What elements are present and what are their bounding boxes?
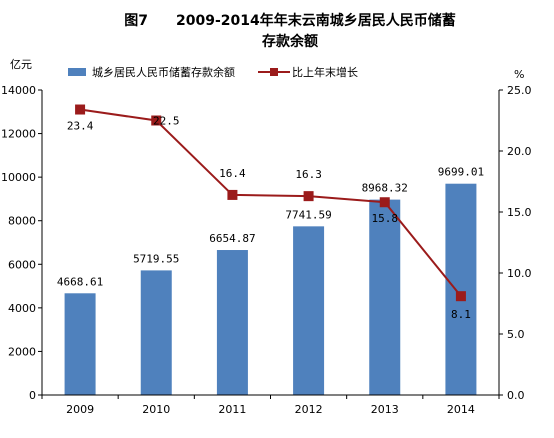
bar-2011 [216,250,248,395]
bar-value-label: 5719.55 [133,252,179,265]
growth-line [79,108,462,297]
chart-title-line1: 图7 2009-2014年年末云南城乡居民人民币储蓄 [124,12,455,29]
bar-2009 [64,293,96,395]
bar-value-label: 4668.61 [57,275,103,288]
bar-2013 [369,199,401,395]
left-tick-label: 10000 [1,171,36,184]
bar-value-label: 9699.01 [438,166,484,179]
x-tick-label: 2014 [447,403,475,416]
left-tick-label: 12000 [1,128,36,141]
growth-point-2013 [379,197,390,208]
legend: 城乡居民人民币储蓄存款余额 比上年末增长 [68,65,358,79]
growth-value-label: 16.4 [219,167,246,180]
legend-label-line: 比上年末增长 [292,65,358,79]
x-tick-label: 2010 [142,403,170,416]
bar-2014 [445,183,477,395]
x-tick-label: 2012 [295,403,323,416]
growth-point-2010 [151,115,162,126]
plot-area: 0 2000 4000 6000 8000 10000 12000 14000 0.0 5.0 10… [1,84,532,416]
bar-value-label: 8968.32 [362,182,408,195]
growth-value-label: 23.4 [67,120,94,133]
right-tick-label: 25.0 [507,84,532,97]
growth-value-label: 22.5 [153,115,180,128]
x-tick-label: 2011 [218,403,246,416]
x-tick-label: 2013 [371,403,399,416]
growth-point-2009 [75,104,86,115]
x-tick-label: 2009 [66,403,94,416]
growth-point-2012 [303,191,314,202]
right-tick-label: 15.0 [507,206,532,219]
right-tick-label: 0.0 [507,389,525,402]
bar-2012 [293,226,325,395]
left-tick-label: 8000 [8,215,36,228]
legend-label-bar: 城乡居民人民币储蓄存款余额 [92,65,235,79]
left-tick-label: 2000 [8,345,36,358]
bar-value-label: 6654.87 [209,232,255,245]
bar-2010 [140,270,172,395]
left-tick-label: 14000 [1,84,36,97]
right-axis-unit: % [514,68,524,81]
bar-value-label: 7741.59 [285,208,331,221]
right-tick-label: 5.0 [507,328,525,341]
legend-swatch-bar [68,68,86,76]
left-tick-label: 4000 [8,302,36,315]
growth-value-label: 8.1 [451,308,471,321]
growth-point-2014 [455,291,466,302]
growth-value-label: 16.3 [295,168,322,181]
growth-value-label: 15.8 [372,212,399,225]
left-tick-label: 0 [29,389,36,402]
left-axis-unit: 亿元 [10,58,32,71]
left-tick-label: 6000 [8,258,36,271]
right-tick-label: 20.0 [507,145,532,158]
legend-marker-line [270,68,278,76]
chart-title-line2: 存款余额 [262,33,318,50]
right-tick-label: 10.0 [507,267,532,280]
growth-point-2011 [227,189,238,200]
